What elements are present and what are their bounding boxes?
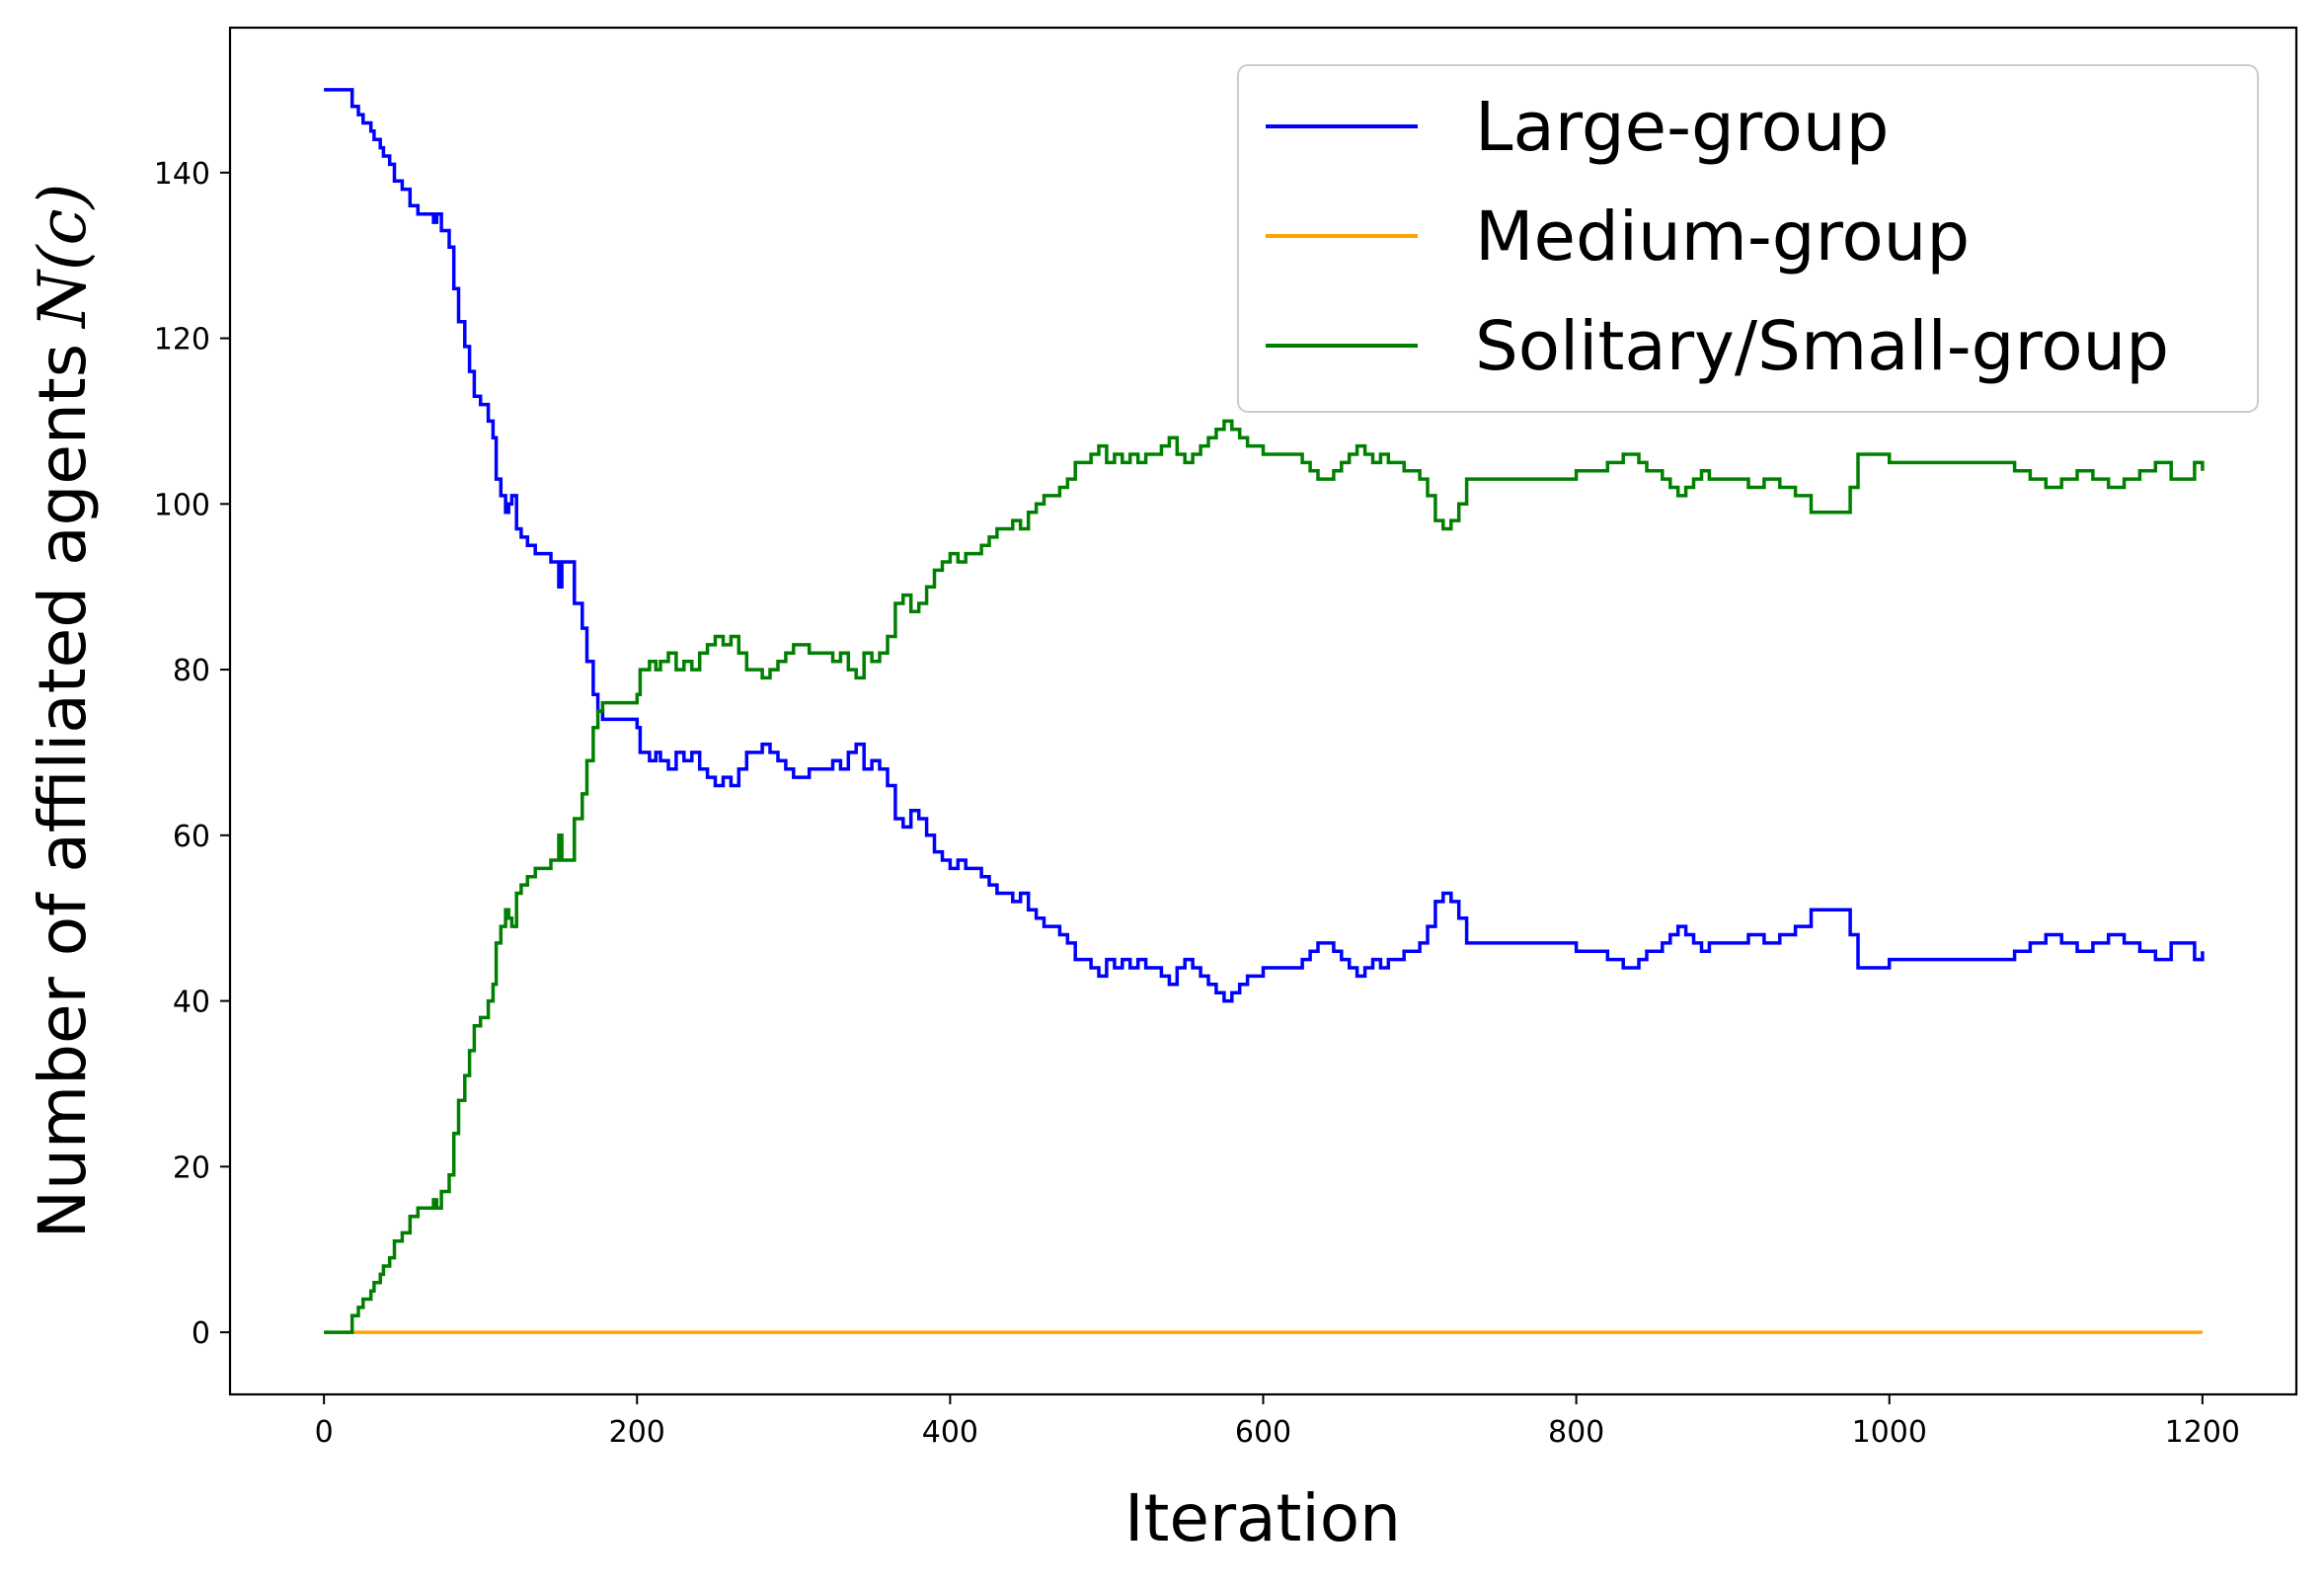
y-tick-label: 100 <box>154 488 210 522</box>
x-tick-label: 1000 <box>1852 1415 1927 1450</box>
y-axis-label: Number of affiliated agents N(c) <box>25 184 101 1239</box>
legend-label-solitary-small-group: Solitary/Small-group <box>1475 307 2169 386</box>
y-tick-label: 80 <box>173 654 210 688</box>
series-line-solitary-small-group <box>324 419 2205 1334</box>
legend-label-large-group: Large-group <box>1475 88 1889 167</box>
y-tick-label: 0 <box>192 1316 210 1351</box>
series-line-large-group <box>324 88 2205 1003</box>
x-tick-label: 800 <box>1548 1415 1604 1450</box>
legend-box <box>1237 64 2259 413</box>
legend-label-medium-group: Medium-group <box>1475 198 1970 277</box>
x-tick-label: 400 <box>922 1415 978 1450</box>
y-axis: 0 20 40 60 80 100 120 140 <box>154 157 230 1351</box>
legend-entries: Large-group Medium-group Solitary/Small-gr… <box>1266 88 2169 386</box>
y-tick-label: 120 <box>154 323 210 357</box>
y-tick-label: 60 <box>173 820 210 854</box>
x-tick-label: 1200 <box>2165 1415 2240 1450</box>
x-tick-label: 0 <box>315 1415 334 1450</box>
y-axis-label-math: N(c) <box>25 184 101 330</box>
y-axis-label-text: Number of affiliated agents <box>25 344 101 1238</box>
x-tick-label: 600 <box>1235 1415 1291 1450</box>
y-tick-label: 140 <box>154 157 210 192</box>
x-axis: 0 200 400 600 800 1000 1200 <box>315 1394 2240 1450</box>
x-tick-label: 200 <box>609 1415 665 1450</box>
y-tick-label: 20 <box>173 1150 210 1185</box>
y-tick-label: 40 <box>173 986 210 1020</box>
plot-area <box>324 88 2205 1334</box>
x-axis-label: Iteration <box>1124 1480 1401 1556</box>
legend: Large-group Medium-group Solitary/Small-gr… <box>1237 64 2259 413</box>
